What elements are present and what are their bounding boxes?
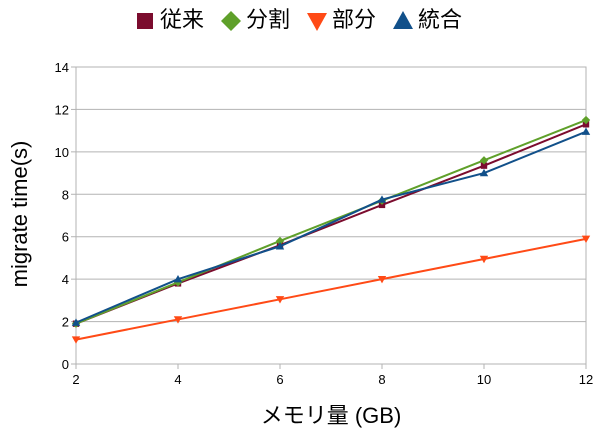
legend-label: 統合 (418, 8, 463, 33)
series-4 (71, 127, 591, 326)
axes (75, 66, 587, 365)
data-point (377, 275, 387, 284)
data-point (479, 168, 489, 177)
data-point (479, 156, 489, 165)
y-tick-label: 4 (62, 272, 69, 287)
grid-lines (71, 66, 587, 369)
x-tick-label: 12 (579, 372, 593, 387)
data-point (377, 195, 387, 203)
series-3 (71, 235, 591, 344)
legend-item: 統合 (392, 8, 462, 34)
series-line (75, 130, 587, 324)
x-tick-labels: 2 4 6 8 10 12 (72, 372, 593, 387)
x-tick-label: 8 (378, 372, 385, 387)
legend-label: 分割 (245, 8, 290, 33)
x-tick-label: 6 (276, 372, 283, 387)
legend-item: 部分 (306, 8, 376, 34)
data-point (581, 115, 591, 125)
x-tick-label: 4 (174, 372, 181, 387)
legend-item: 従来 (134, 8, 204, 34)
y-axis-title: migrate time(s) (7, 141, 32, 288)
y-tick-label: 2 (62, 315, 69, 330)
data-point (581, 127, 591, 135)
legend-marker (393, 11, 414, 29)
data-point (275, 296, 285, 304)
legend-marker (220, 11, 241, 31)
data-point (479, 255, 489, 264)
x-tick-label: 2 (72, 372, 79, 387)
data-point (275, 236, 285, 246)
data-point (173, 274, 183, 283)
legend: 従来 分割 部分 統合 (0, 6, 596, 36)
series-lines (71, 115, 591, 344)
legend-item: 分割 (220, 8, 290, 34)
data-point (582, 121, 590, 128)
data-point (275, 242, 285, 250)
legend-marker (136, 13, 153, 29)
y-tick-label: 12 (55, 102, 69, 117)
series-line (75, 237, 587, 341)
data-point (480, 162, 488, 169)
x-axis-title: メモリ量 (GB) (261, 403, 402, 428)
data-point (581, 235, 591, 244)
y-tick-labels: 0 2 4 6 8 10 12 14 (55, 60, 69, 372)
plot-area-border (75, 66, 587, 365)
series-line (75, 119, 587, 325)
y-tick-label: 8 (62, 187, 69, 202)
data-point (71, 336, 81, 344)
legend-marker (307, 13, 327, 31)
y-tick-label: 10 (55, 145, 69, 160)
data-point (71, 318, 81, 326)
y-tick-label: 6 (62, 230, 69, 245)
legend-label: 部分 (332, 8, 377, 33)
data-point (173, 316, 183, 324)
y-tick-label: 0 (62, 357, 69, 372)
x-tick-label: 10 (477, 372, 491, 387)
data-point (378, 201, 386, 209)
legend-label: 従来 (159, 8, 204, 33)
y-tick-label: 14 (55, 60, 69, 75)
